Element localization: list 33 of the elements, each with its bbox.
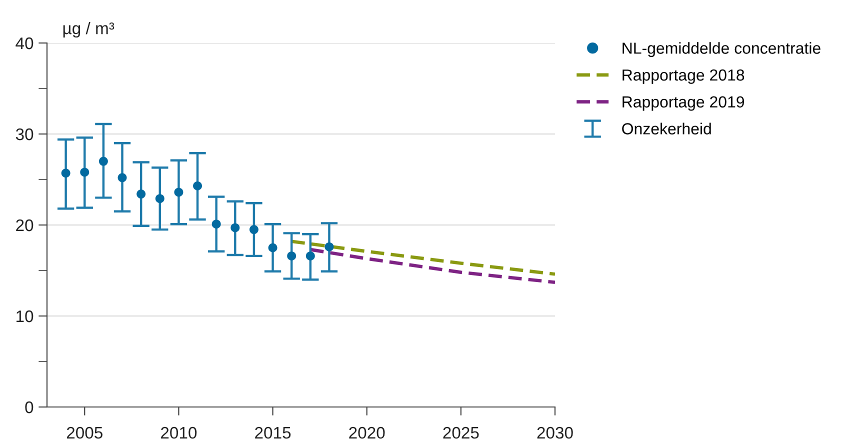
point [155,194,164,204]
x-tick-label: 2005 [66,426,102,439]
line-series [290,240,555,276]
point [80,168,90,177]
y-tick-label: 40 [16,37,34,50]
x-tick-label: 2025 [443,426,479,439]
x-tick-label: 2010 [161,426,197,439]
x-tick-label: 2020 [349,426,385,439]
point [212,220,221,229]
point [287,251,296,260]
point [98,156,108,166]
legend-label: Rapportage 2019 [622,96,744,111]
point [324,242,334,252]
text: Onzekerheid [622,122,711,134]
y-axis-title: µg / m³ [63,22,114,38]
point [61,168,70,178]
x-tick-label: 2030 [537,426,573,439]
point [268,243,278,252]
legend-label: NL-gemiddelde concentratie [622,42,820,57]
point [118,173,127,182]
point [174,188,184,197]
point [136,190,146,199]
point [306,251,315,260]
point [193,181,202,190]
x-tick-label: 2015 [255,426,291,439]
line-series [308,248,555,284]
point [230,223,240,232]
legend-label: Rapportage 2018 [622,69,744,84]
y-tick-label: 20 [16,219,34,232]
y-tick-label: 30 [16,128,34,140]
y-tick-label: 0 [25,401,34,414]
point [249,225,258,234]
y-tick-label: 10 [16,310,34,322]
